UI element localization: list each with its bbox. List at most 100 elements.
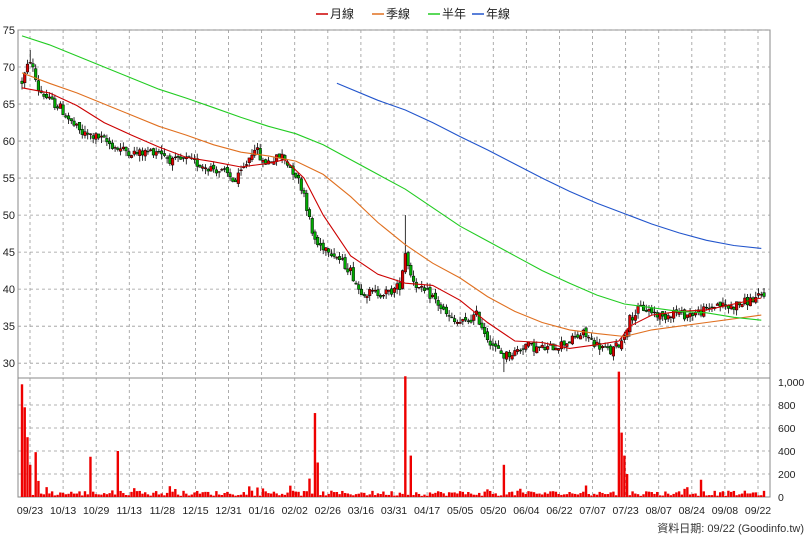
volume-bar	[480, 495, 484, 497]
candle-body	[255, 147, 260, 150]
price-tick-label: 65	[3, 99, 15, 111]
volume-bar	[606, 494, 610, 497]
candle-body	[225, 167, 229, 174]
volume-bar	[538, 493, 541, 497]
volume-bar	[332, 492, 336, 497]
volume-bar	[746, 493, 749, 497]
volume-bar	[163, 495, 166, 497]
candle-body	[477, 311, 481, 325]
candle-body	[403, 253, 407, 273]
volume-bar	[554, 491, 558, 497]
candle-body	[351, 267, 355, 282]
volume-bar	[56, 494, 59, 497]
volume-bar	[242, 492, 245, 497]
candle-body	[650, 307, 654, 314]
volume-bar	[406, 494, 410, 497]
volume-bar	[338, 494, 341, 497]
candle-body	[36, 80, 40, 91]
candle-body	[379, 295, 383, 298]
volume-bar	[160, 493, 163, 497]
volume-bar	[656, 491, 659, 497]
price-tick-label: 30	[3, 358, 15, 370]
volume-bar	[716, 495, 719, 497]
volume-bar	[453, 492, 456, 497]
volume-bar	[319, 495, 322, 497]
candle-body	[636, 306, 640, 314]
candle-body	[28, 62, 32, 64]
candle-body	[296, 175, 301, 179]
candle-body	[376, 289, 380, 296]
legend-label-3: 年線	[486, 6, 510, 21]
candle-body	[171, 158, 175, 166]
candle-body	[570, 335, 574, 345]
volume-bar	[100, 494, 103, 497]
x-tick-label: 04/17	[414, 505, 440, 517]
legend: 月線 季線 半年 年線	[316, 6, 510, 21]
candle-body	[83, 131, 87, 136]
candle-body	[442, 306, 446, 310]
volume-bar	[584, 485, 588, 497]
candle-body	[239, 169, 243, 172]
volume-bar	[365, 495, 369, 497]
volume-bar	[72, 493, 76, 497]
volume-bar	[259, 495, 262, 497]
volume-bar	[278, 495, 281, 497]
candle-body	[683, 309, 687, 320]
candle-body	[688, 313, 692, 318]
volume-bar	[291, 490, 295, 497]
volume-bar	[26, 437, 29, 497]
candle-body	[647, 309, 651, 312]
candle-body	[176, 155, 180, 158]
volume-bar	[708, 495, 711, 497]
candle-body	[428, 287, 432, 299]
volume-bar	[420, 495, 423, 497]
volume-bar	[593, 493, 596, 497]
volume-bar	[560, 494, 563, 497]
candle-body	[212, 164, 216, 170]
legend-label-2: 半年	[442, 7, 466, 21]
candle-body	[310, 218, 314, 234]
candle-body	[45, 94, 49, 99]
candle-body	[513, 350, 517, 356]
candle-body	[425, 288, 429, 290]
volume-bar	[735, 495, 738, 497]
volume-bar	[562, 494, 566, 497]
candle-body	[606, 346, 610, 349]
volume-bar	[357, 493, 360, 497]
volume-bar	[341, 490, 344, 497]
volume-bar	[187, 495, 191, 497]
volume-bar	[308, 478, 311, 497]
volume-bar	[661, 495, 664, 497]
candle-body	[121, 146, 125, 149]
volume-bar	[510, 491, 514, 497]
candle-body	[146, 150, 150, 153]
candle-body	[138, 149, 142, 156]
volume-tick-label: 800	[778, 400, 796, 412]
candle-body	[316, 237, 320, 246]
volume-bar	[267, 493, 270, 497]
candle-body	[88, 133, 93, 135]
candle-body	[581, 329, 585, 336]
volume-bar	[133, 488, 136, 497]
volume-bar	[686, 487, 689, 497]
candle-body	[338, 256, 342, 260]
price-tick-label: 70	[3, 62, 15, 74]
ma-line-3	[336, 82, 762, 249]
candle-body	[748, 297, 752, 307]
candle-body	[496, 345, 500, 349]
candle-body	[160, 150, 164, 155]
volume-bar	[494, 493, 497, 497]
candle-body	[392, 287, 396, 293]
legend-label-1: 季線	[386, 6, 410, 21]
x-tick-label: 06/04	[513, 505, 539, 517]
volume-bar	[677, 491, 681, 497]
candle-body	[313, 231, 317, 240]
x-axis: 09/23 10/13 10/29 11/13 11/28 12/15 12/31 01/16…	[17, 505, 771, 517]
volume-bar	[335, 491, 339, 497]
x-tick-label: 12/15	[182, 505, 208, 517]
candle-body	[66, 115, 71, 120]
volume-bar	[384, 494, 388, 497]
volume-bar	[595, 494, 599, 497]
candle-body	[124, 146, 128, 152]
volume-bar	[436, 491, 440, 497]
